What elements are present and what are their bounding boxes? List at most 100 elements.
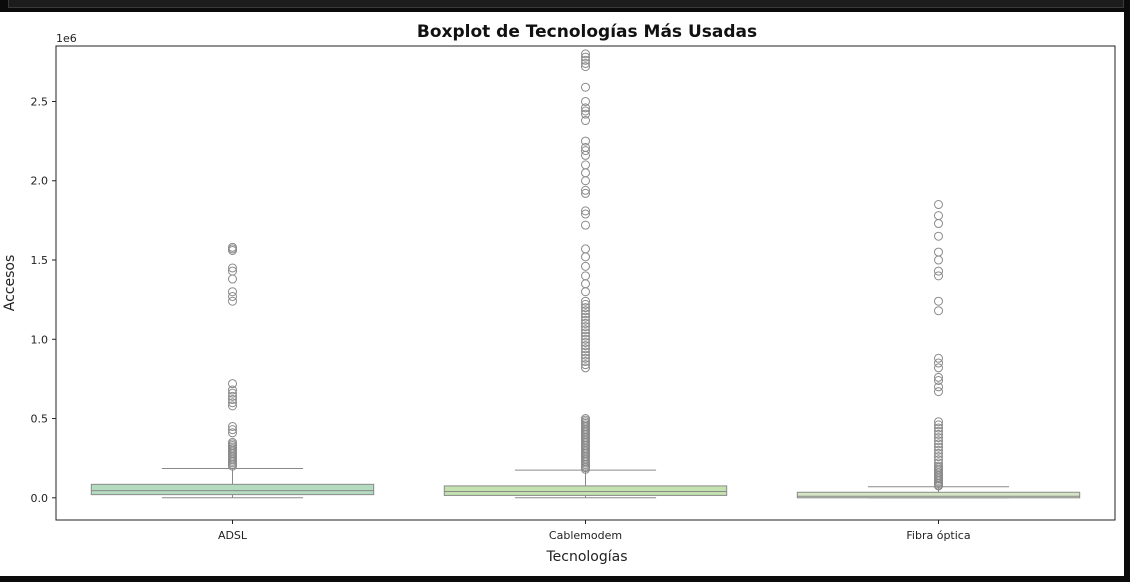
outlier-point <box>581 116 590 126</box>
outlier-point <box>581 62 590 72</box>
outlier-point <box>581 303 590 313</box>
y-tick-label: 1.0 <box>31 333 49 346</box>
outlier-point <box>934 420 943 430</box>
outlier-point <box>581 176 590 186</box>
x-tick-label: ADSL <box>218 529 248 542</box>
plot-area: 0.0 0.5 1.0 1.5 2.0 2.5 ADSL Cablemodem Fibra óp… <box>31 45 1116 542</box>
outlier-point <box>228 263 237 273</box>
outlier-point <box>581 309 590 319</box>
outlier-point <box>934 358 943 368</box>
y-tick-label: 0.0 <box>31 492 49 505</box>
outlier-point <box>581 261 590 271</box>
outlier-point <box>581 322 590 332</box>
outlier-point <box>934 372 943 382</box>
outlier-point <box>934 375 943 385</box>
y-tick-label: 2.0 <box>31 175 49 188</box>
outlier-point <box>581 206 590 216</box>
outlier-point <box>581 109 590 119</box>
outlier-point <box>934 266 943 276</box>
box-1 <box>90 483 375 496</box>
outlier-point <box>934 353 943 363</box>
outlier-point <box>581 334 590 344</box>
outlier-point <box>228 242 237 252</box>
axes-frame <box>55 45 1116 521</box>
outlier-point <box>581 296 590 306</box>
outlier-point <box>228 395 237 405</box>
outlier-point <box>581 306 590 316</box>
outlier-point <box>228 385 237 395</box>
outlier-point <box>581 160 590 170</box>
outlier-point <box>581 96 590 106</box>
outlier-point <box>581 55 590 65</box>
outlier-point <box>934 363 943 373</box>
outlier-point <box>581 287 590 297</box>
x-tick-label: Cablemodem <box>549 529 622 542</box>
outlier-point <box>934 455 943 465</box>
outlier-point <box>581 220 590 230</box>
outlier-point <box>581 337 590 347</box>
y-tick-label: 2.5 <box>31 95 49 108</box>
outlier-point <box>581 344 590 354</box>
outlier-point <box>934 306 943 316</box>
outlier-point <box>581 103 590 113</box>
outlier-point <box>228 388 237 398</box>
outlier-point <box>581 353 590 363</box>
outlier-point <box>934 426 943 436</box>
outlier-point <box>228 274 237 284</box>
outlier-point <box>934 439 943 449</box>
outlier-point <box>581 106 590 116</box>
outlier-point <box>581 82 590 92</box>
outlier-point <box>581 52 590 62</box>
outlier-point <box>581 328 590 338</box>
outlier-point <box>581 142 590 152</box>
outlier-point <box>581 325 590 335</box>
outlier-point <box>228 425 237 435</box>
outlier-point <box>934 442 943 452</box>
outlier-point <box>934 452 943 462</box>
outlier-point <box>581 188 590 198</box>
outlier-point <box>228 437 237 447</box>
chart-title: Boxplot de Tecnologías Más Usadas <box>417 22 757 42</box>
outlier-point <box>228 391 237 401</box>
outlier-point <box>934 417 943 427</box>
outlier-point <box>581 360 590 370</box>
boxplot-chart: Boxplot de Tecnologías Más Usadas 1e6 Ac… <box>2 22 1116 565</box>
outlier-point <box>934 382 943 392</box>
outlier-point <box>228 379 237 389</box>
outlier-point <box>581 347 590 357</box>
outlier-point <box>934 458 943 468</box>
box-2 <box>443 485 728 496</box>
outlier-point <box>581 185 590 195</box>
x-axis-label: Tecnologías <box>545 549 627 565</box>
outlier-point <box>581 315 590 325</box>
outlier-point <box>934 271 943 281</box>
outlier-point <box>934 200 943 210</box>
outlier-point <box>581 356 590 366</box>
outlier-point <box>934 387 943 397</box>
outlier-point <box>228 296 237 306</box>
outlier-point <box>581 363 590 373</box>
outlier-point <box>934 211 943 221</box>
outlier-point <box>228 287 237 297</box>
outlier-point <box>228 266 237 276</box>
box-3 <box>796 491 1081 499</box>
outlier-point <box>934 255 943 265</box>
y-tick-label: 1.5 <box>31 254 49 267</box>
x-tick-label: Fibra óptica <box>906 529 970 542</box>
outlier-point <box>581 299 590 309</box>
outlier-point <box>581 318 590 328</box>
outlier-point <box>934 219 943 229</box>
y-tick-label: 0.5 <box>31 413 49 426</box>
outlier-point <box>934 423 943 433</box>
outlier-point <box>934 429 943 439</box>
outlier-point <box>581 168 590 178</box>
outlier-point <box>581 331 590 341</box>
outlier-point <box>934 296 943 306</box>
top-bar <box>8 0 1124 8</box>
outlier-point <box>228 401 237 411</box>
outlier-point <box>581 271 590 281</box>
outlier-point <box>934 436 943 446</box>
outlier-point <box>581 209 590 219</box>
outlier-point <box>228 291 237 301</box>
